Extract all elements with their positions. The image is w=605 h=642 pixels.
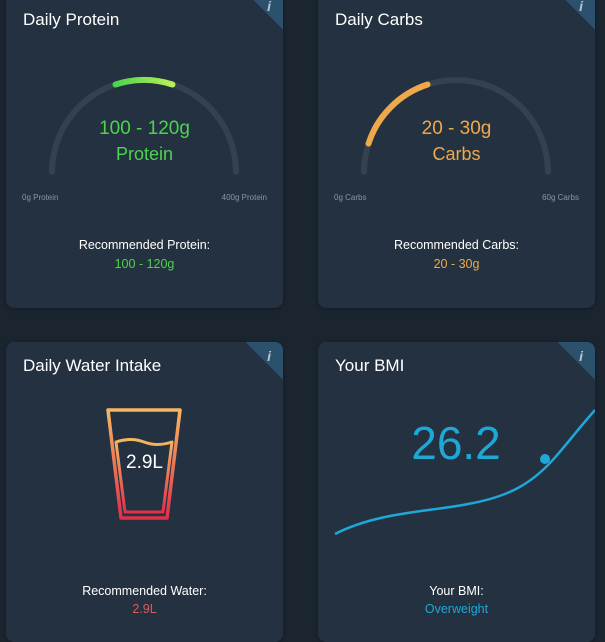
card-title: Daily Carbs bbox=[335, 10, 423, 29]
gauge-fill bbox=[365, 81, 431, 147]
gauge-min-label: 0g Protein bbox=[22, 193, 59, 202]
recommended-value: 20 - 30g bbox=[433, 257, 480, 271]
info-icon[interactable]: i bbox=[579, 0, 583, 14]
protein-card: i Daily Protein 100 - 120g Protein 0g Pr… bbox=[6, 0, 283, 308]
gauge-max-label: 60g Carbs bbox=[542, 193, 579, 202]
recommended-value: 2.9L bbox=[132, 602, 157, 616]
carbs-card: i Daily Carbs 20 - 30g Carbs 0g Carbs 60… bbox=[318, 0, 595, 308]
info-corner bbox=[557, 0, 595, 30]
gauge-max-label: 400g Protein bbox=[221, 193, 267, 202]
gauge-min-label: 0g Carbs bbox=[334, 193, 367, 202]
protein-label-text: Protein bbox=[115, 144, 174, 164]
bmi-category: Overweight bbox=[424, 602, 489, 616]
recommended-label: Recommended Water: bbox=[82, 584, 207, 598]
bmi-marker bbox=[540, 454, 550, 464]
info-corner bbox=[557, 342, 595, 380]
recommended-label: Recommended Protein: bbox=[78, 238, 211, 252]
protein-range-text: 100 - 120g bbox=[99, 118, 190, 139]
carbs-range-text: 20 - 30g bbox=[421, 118, 492, 139]
recommended-label: Recommended Carbs: bbox=[393, 238, 520, 252]
water-glass-icon bbox=[106, 408, 182, 520]
bmi-card: i Your BMI 26.2 Your BMI: Overweight bbox=[318, 342, 595, 642]
water-amount-text: 2.9L bbox=[126, 452, 163, 473]
water-card: i Daily Water Intake 2.9L Recommended Wa… bbox=[6, 342, 283, 642]
recommended-value: 100 - 120g bbox=[114, 257, 175, 271]
card-title: Daily Protein bbox=[23, 10, 120, 29]
info-corner bbox=[245, 0, 283, 30]
carbs-gauge bbox=[361, 77, 551, 175]
bmi-value: 26.2 bbox=[411, 417, 501, 469]
protein-gauge bbox=[49, 77, 239, 175]
gauge-fill bbox=[112, 77, 176, 88]
card-title: Daily Water Intake bbox=[23, 356, 162, 375]
card-title: Your BMI bbox=[335, 356, 405, 375]
bmi-label: Your BMI: bbox=[429, 584, 484, 598]
info-icon[interactable]: i bbox=[267, 0, 271, 14]
info-icon[interactable]: i bbox=[579, 348, 583, 364]
info-icon[interactable]: i bbox=[267, 348, 271, 364]
bmi-curve bbox=[334, 409, 595, 536]
carbs-label-text: Carbs bbox=[432, 144, 481, 164]
info-corner bbox=[245, 342, 283, 380]
